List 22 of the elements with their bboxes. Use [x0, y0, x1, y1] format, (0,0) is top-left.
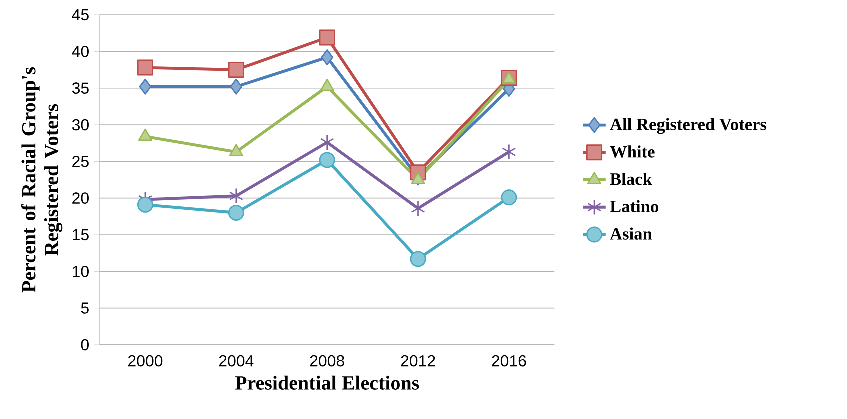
y-tick-label: 40	[72, 46, 89, 58]
y-tick-label: 10	[73, 266, 89, 278]
x-tick-label: 2008	[310, 355, 344, 367]
y-axis-title: Percent of Racial Group's Registered Voters	[21, 68, 63, 293]
y-tick-label: 15	[73, 229, 89, 241]
y-tick-label: 20	[72, 192, 89, 204]
legend-label: Latino	[610, 200, 658, 213]
x-tick-label: 2016	[492, 355, 526, 367]
legend-label: Black	[610, 172, 652, 186]
legend-label: White	[610, 146, 655, 158]
y-tick-label: 35	[72, 82, 89, 94]
y-tick-label: 0	[81, 339, 89, 351]
x-axis-title: Presidential Elections	[235, 376, 420, 390]
x-tick-label: 2000	[128, 355, 163, 367]
legend-label: Asian	[610, 228, 652, 240]
y-tick-label: 45	[72, 9, 89, 21]
y-tick-label: 30	[72, 119, 89, 131]
y-tick-label: 5	[81, 302, 89, 314]
x-tick-label: 2012	[401, 355, 436, 367]
y-tick-label: 25	[72, 156, 89, 168]
x-tick-label: 2004	[219, 355, 254, 367]
legend-label: All Registered Voters	[610, 118, 767, 134]
